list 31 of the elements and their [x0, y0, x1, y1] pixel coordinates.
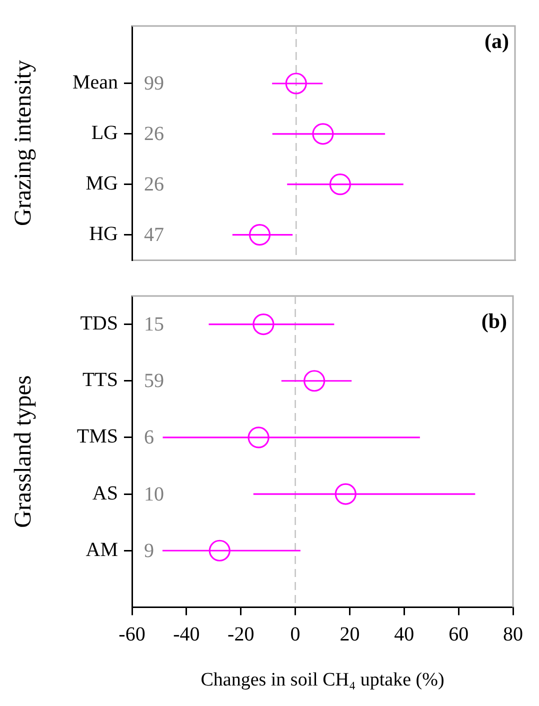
- y-tick-label: TTS: [82, 369, 118, 392]
- annotation: (b): [481, 309, 507, 334]
- annotation: 6: [144, 426, 154, 449]
- annotation: 26: [144, 174, 164, 196]
- y-tick-label: AM: [86, 538, 118, 561]
- y-tick-label: Mean: [72, 72, 118, 94]
- y-tick-label: TDS: [80, 312, 118, 335]
- annotation: 59: [144, 370, 164, 392]
- y-tick-label: TMS: [76, 426, 118, 448]
- x-tick-label: -40: [173, 623, 200, 646]
- annotation: 9: [144, 540, 154, 562]
- x-tick-label: 0: [290, 623, 300, 646]
- x-tick-label: 80: [503, 623, 523, 646]
- y-axis-title: Grazing intensity: [10, 60, 37, 226]
- y-tick-label: AS: [92, 482, 118, 504]
- annotation: 26: [144, 123, 164, 146]
- y-tick-label: HG: [89, 223, 118, 246]
- y-axis-title: Grassland types: [10, 375, 37, 528]
- x-tick-label: -20: [228, 623, 254, 646]
- x-tick-label: -60: [118, 623, 146, 646]
- annotation: 10: [144, 483, 164, 506]
- x-tick-label: 40: [394, 623, 414, 646]
- x-tick-label: 20: [340, 623, 360, 646]
- annotation: (a): [484, 28, 509, 53]
- y-tick-label: LG: [91, 122, 118, 144]
- annotation: 15: [144, 314, 164, 336]
- y-tick-label: MG: [86, 172, 118, 195]
- annotation: 47: [144, 224, 164, 246]
- x-axis-title: Changes in soil CH₄ uptake (%): [200, 670, 444, 691]
- x-tick-label: 60: [448, 623, 469, 646]
- annotation: 99: [144, 72, 164, 95]
